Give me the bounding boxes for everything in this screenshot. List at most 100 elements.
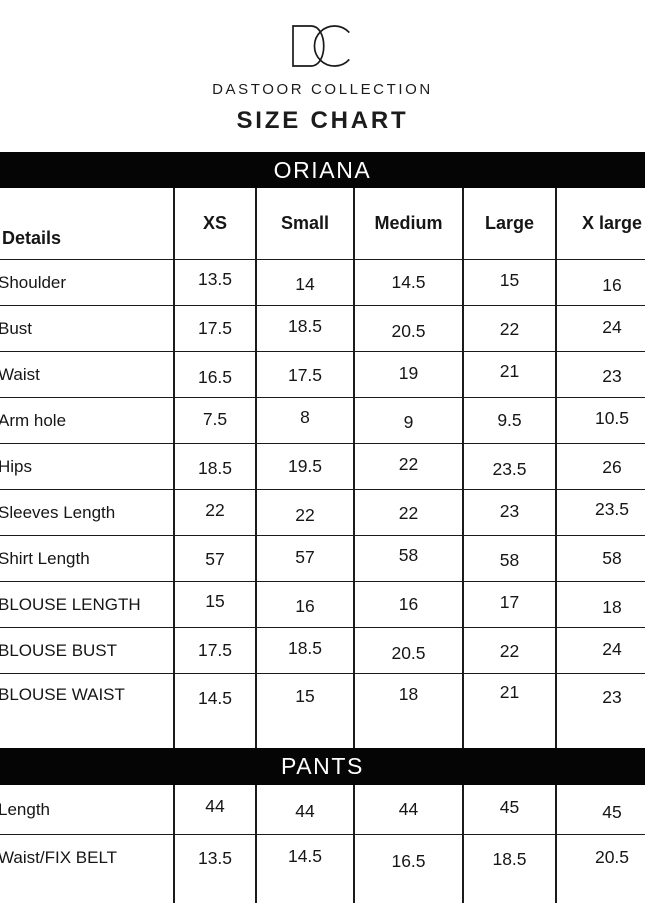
measurement-value: 44 — [353, 785, 462, 834]
brand-header: DC DASTOOR COLLECTION SIZE CHART — [0, 0, 645, 152]
measurement-value: 58 — [353, 536, 462, 581]
table-row: Shoulder 13.5 14 14.5 15 16 — [0, 260, 645, 306]
table-row: Waist/FIX BELT 13.5 14.5 16.5 18.5 20.5 — [0, 835, 645, 903]
measurement-value: 17.5 — [173, 628, 255, 673]
row-label: Sleeves Length — [0, 502, 116, 522]
measurement-value: 58 — [555, 536, 645, 581]
measurement-value: 15 — [255, 674, 353, 748]
measurement-value: 18 — [353, 674, 462, 748]
section-title: ORIANA — [273, 156, 372, 183]
measurement-value: 18.5 — [255, 628, 353, 673]
measurement-value: 44 — [255, 785, 353, 834]
row-label: BLOUSE BUST — [0, 640, 118, 660]
measurement-value: 23 — [462, 490, 555, 535]
measurement-value: 16.5 — [353, 835, 462, 903]
column-header-size: Large — [462, 188, 555, 259]
section-title: PANTS — [281, 753, 364, 779]
measurement-value: 13.5 — [173, 260, 255, 305]
measurement-value: 15 — [462, 260, 555, 305]
measurement-value: 19.5 — [255, 444, 353, 489]
row-label: Waist/FIX BELT — [0, 848, 118, 867]
row-label: Length — [0, 799, 50, 819]
measurement-value: 24 — [555, 628, 645, 673]
measurement-value: 22 — [353, 444, 462, 489]
measurement-value: 18.5 — [462, 835, 555, 903]
measurement-value: 21 — [462, 352, 555, 397]
column-header-size: Small — [255, 188, 353, 259]
table-row: Arm hole 7.5 8 9 9.5 10.5 — [0, 398, 645, 444]
measurement-value: 19 — [353, 352, 462, 397]
measurement-value: 44 — [173, 785, 255, 834]
row-label: BLOUSE WAIST — [0, 685, 125, 704]
measurement-value: 20.5 — [353, 306, 462, 351]
measurements-table-pants: Length 44 44 44 45 45 Waist/FIX BELT 13.5 14.5 16… — [0, 785, 645, 903]
measurement-value: 17.5 — [173, 306, 255, 351]
row-label: Waist — [0, 364, 40, 384]
measurement-value: 45 — [462, 785, 555, 834]
dc-logo-icon — [291, 25, 350, 67]
measurement-value: 17 — [462, 582, 555, 627]
table-row: Waist 16.5 17.5 19 21 23 — [0, 352, 645, 398]
row-label: Shoulder — [0, 272, 67, 292]
measurement-value: 45 — [555, 785, 645, 834]
measurement-value: 14.5 — [173, 674, 255, 748]
row-label: BLOUSE LENGTH — [0, 594, 141, 614]
measurement-value: 23 — [555, 674, 645, 748]
measurement-value: 9.5 — [462, 398, 555, 443]
measurement-value: 22 — [462, 628, 555, 673]
table-row: Bust 17.5 18.5 20.5 22 24 — [0, 306, 645, 352]
row-label: Bust — [0, 318, 33, 338]
measurement-value: 23 — [555, 352, 645, 397]
table-row: Shirt Length 57 57 58 58 58 — [0, 536, 645, 582]
measurement-value: 22 — [173, 490, 255, 535]
measurement-value: 14.5 — [255, 835, 353, 903]
measurement-value: 58 — [462, 536, 555, 581]
measurement-value: 21 — [462, 674, 555, 748]
row-label: Hips — [0, 456, 33, 476]
brand-name: DASTOOR COLLECTION — [212, 81, 433, 98]
measurement-value: 14.5 — [353, 260, 462, 305]
measurement-value: 24 — [555, 306, 645, 351]
section-title-bar-oriana: ORIANA — [0, 152, 645, 188]
measurement-value: 15 — [173, 582, 255, 627]
column-header-size: Medium — [353, 188, 462, 259]
table-row: Hips 18.5 19.5 22 23.5 26 — [0, 444, 645, 490]
measurement-value: 22 — [462, 306, 555, 351]
measurement-value: 22 — [353, 490, 462, 535]
column-header-size: XS — [173, 188, 255, 259]
measurement-value: 17.5 — [255, 352, 353, 397]
table-row: Sleeves Length 22 22 22 23 23.5 — [0, 490, 645, 536]
table-row: BLOUSE BUST 17.5 18.5 20.5 22 24 — [0, 628, 645, 674]
measurement-value: 18 — [555, 582, 645, 627]
measurement-value: 16 — [255, 582, 353, 627]
table-row: BLOUSE WAIST 14.5 15 18 21 23 — [0, 674, 645, 748]
measurement-value: 26 — [555, 444, 645, 489]
size-chart: ORIANA Details XS Small Medium Large X large Sh… — [0, 152, 645, 903]
row-label: Shirt Length — [0, 548, 90, 568]
section-title-bar-pants: PANTS — [0, 748, 645, 785]
measurement-value: 20.5 — [555, 835, 645, 903]
measurement-value: 23.5 — [555, 490, 645, 535]
measurement-value: 57 — [173, 536, 255, 581]
measurement-value: 16.5 — [173, 352, 255, 397]
page-title: SIZE CHART — [236, 107, 409, 134]
measurement-value: 13.5 — [173, 835, 255, 903]
column-header-details: Details — [2, 228, 62, 248]
measurement-value: 22 — [255, 490, 353, 535]
measurement-value: 7.5 — [173, 398, 255, 443]
measurement-value: 23.5 — [462, 444, 555, 489]
table-row: BLOUSE LENGTH 15 16 16 17 18 — [0, 582, 645, 628]
table-row: Length 44 44 44 45 45 — [0, 785, 645, 835]
measurements-table-oriana: Details XS Small Medium Large X large Shoulder… — [0, 188, 645, 748]
measurement-value: 14 — [255, 260, 353, 305]
table-header-row: Details XS Small Medium Large X large — [0, 188, 645, 260]
column-header-size: X large — [555, 188, 645, 259]
measurement-value: 20.5 — [353, 628, 462, 673]
row-label: Arm hole — [0, 410, 67, 430]
brand-logo: DC — [290, 24, 356, 68]
measurement-value: 10.5 — [555, 398, 645, 443]
measurement-value: 18.5 — [255, 306, 353, 351]
measurement-value: 16 — [555, 260, 645, 305]
measurement-value: 9 — [353, 398, 462, 443]
